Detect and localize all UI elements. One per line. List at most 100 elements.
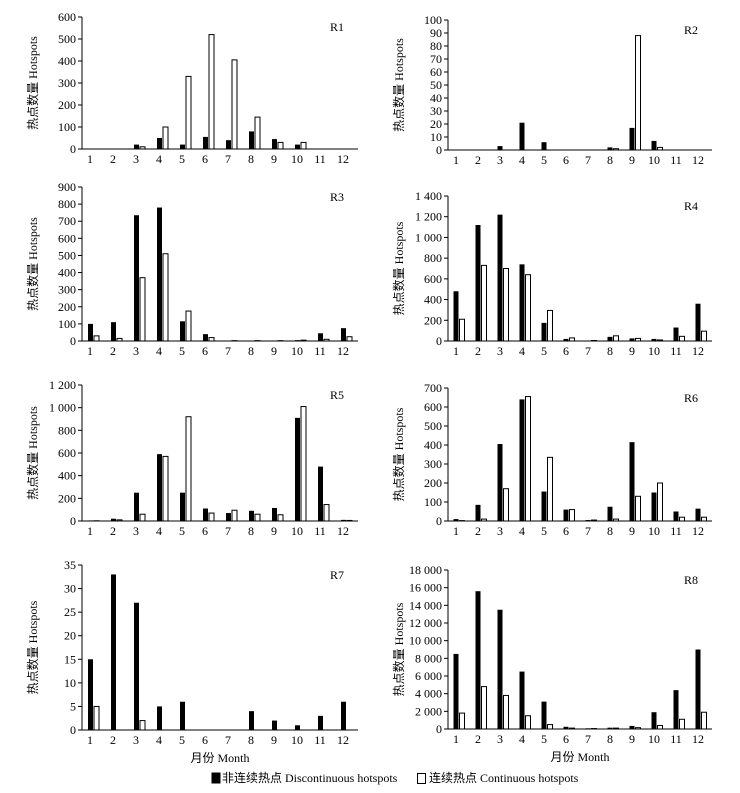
panel-r1-xtick-label: 12 [337, 152, 349, 166]
panel-r7-bar-continuous [93, 705, 100, 731]
panel-r6-ytick-label: 200 [424, 476, 442, 490]
panel-r8-xtick-label: 7 [585, 732, 591, 746]
panel-r6-bar-discontinuous [607, 506, 613, 521]
panel-r6-xtick-label: 7 [585, 524, 591, 538]
panel-r6-ytick-label: 600 [424, 400, 442, 414]
panel-r3-xtick-label: 8 [248, 344, 254, 358]
panel-r8-bar-discontinuous [519, 671, 525, 729]
panel-r2-ytick-label: 40 [430, 91, 442, 105]
panel-r6-xtick-label: 5 [541, 524, 547, 538]
panel-r1-bar-discontinuous [203, 136, 208, 149]
panel-r8-bar-discontinuous [695, 649, 701, 729]
panel-r8-ytick-label: 14 000 [409, 598, 442, 612]
panel-r8-xtick-label: 4 [519, 732, 525, 746]
panel-r1-bar-continuous [254, 116, 261, 150]
panel-r2-xtick-label: 4 [519, 153, 525, 167]
panel-r1-ytick-label: 0 [70, 142, 76, 156]
panel-r8: 0 2 000 4 000 6 000 8 000 10 000 12 000 14 000 1… [391, 563, 712, 764]
panel-r6-bar-continuous [701, 516, 707, 522]
panel-r7-xtick-label: 5 [179, 733, 185, 747]
panel-r5-xtick-label: 7 [225, 524, 231, 538]
panel-r8-ytick-label: 6 000 [415, 669, 442, 683]
panel-r3-xtick-label: 2 [110, 344, 116, 358]
panel-r8-bar-discontinuous [497, 609, 503, 729]
panel-r2-xtick-label: 10 [648, 153, 660, 167]
panel-r2-bar-discontinuous [629, 127, 635, 150]
panel-r2-title: R2 [684, 23, 698, 37]
panel-r1-xtick-label: 10 [291, 152, 303, 166]
panel-r4-bar-continuous [679, 335, 685, 342]
panel-r4-bar-discontinuous [563, 338, 569, 341]
panel-r1-ytick-label: 600 [58, 10, 76, 24]
panel-r6-xtick-label: 3 [497, 524, 503, 538]
panel-r7-bar-discontinuous [295, 725, 300, 730]
panel-r5-bar-continuous [139, 513, 146, 522]
panel-r5-bar-discontinuous [249, 510, 254, 521]
panel-r7-bar-discontinuous [88, 659, 93, 730]
panel-r8-ytick-label: 4 000 [415, 687, 442, 701]
panel-r8-ytick-label: 10 000 [409, 634, 442, 648]
panel-r4-bar-discontinuous [585, 340, 591, 341]
panel-r4-xtick-label: 1 [453, 344, 459, 358]
panel-r5-bar-discontinuous [157, 454, 162, 521]
panel-r2-ytick-label: 70 [430, 52, 442, 66]
panel-r6-bar-discontinuous [563, 509, 569, 521]
panel-r7-bar-discontinuous [249, 711, 254, 730]
panel-r4-bar-discontinuous [475, 225, 481, 341]
panel-r6-xtick-label: 8 [607, 524, 613, 538]
panel-r5-bar-continuous [185, 416, 192, 522]
panel-r5-xtick-label: 8 [248, 524, 254, 538]
panel-r2-ytick-label: 90 [430, 26, 442, 40]
panel-r7-xtick-label: 10 [291, 733, 303, 747]
panel-r6-ytick-label: 500 [424, 419, 442, 433]
panel-r2-bar-continuous [635, 35, 641, 151]
panel-r2-xtick-label: 9 [629, 153, 635, 167]
panel-r3-bar-discontinuous [134, 215, 139, 341]
panel-r7-xtick-label: 3 [133, 733, 139, 747]
panel-r1-xtick-label: 7 [225, 152, 231, 166]
panel-r4-xtick-label: 12 [692, 344, 704, 358]
panel-r5-bar-continuous [231, 509, 238, 522]
panel-r5-ytick-label: 400 [58, 469, 76, 483]
panel-r2-xtick-label: 2 [475, 153, 481, 167]
panel-r3-bar-discontinuous [157, 207, 162, 341]
panel-r4-bar-continuous [591, 339, 597, 342]
panel-r7-bar-discontinuous [180, 701, 185, 730]
panel-r6-ylabel: 热点数量 Hotspots [391, 407, 406, 501]
panel-r4-bar-discontinuous [651, 338, 657, 341]
panel-r3-bar-discontinuous [341, 328, 346, 341]
panel-r7-bar-discontinuous [157, 706, 162, 730]
panel-r3-bar-continuous [323, 338, 330, 342]
panel-r6-bar-discontinuous [453, 519, 459, 521]
panel-r6-bar-discontinuous [541, 491, 547, 521]
panel-r8-ytick-label: 12 000 [409, 616, 442, 630]
panel-r5-bar-continuous [254, 513, 261, 522]
panel-r1-title: R1 [330, 20, 344, 34]
panel-r3-bar-discontinuous [295, 340, 300, 341]
panel-r5-bar-discontinuous [134, 492, 139, 521]
panel-r2-ytick-label: 0 [436, 143, 442, 157]
panel-r2-ytick-label: 10 [430, 130, 442, 144]
panel-r1-xtick-label: 6 [202, 152, 208, 166]
panel-r3-xtick-label: 4 [156, 344, 162, 358]
panel-r8-bar-continuous [657, 724, 663, 730]
panel-r8-bar-discontinuous [629, 725, 635, 729]
panel-r8-bar-continuous [701, 711, 707, 730]
panel-r3-ylabel: 热点数量 Hotspots [25, 217, 40, 311]
panel-r3-xtick-label: 3 [133, 344, 139, 358]
panel-r5-bar-discontinuous [226, 513, 231, 521]
panel-r7-title: R7 [330, 568, 344, 582]
panel-r3-xtick-label: 9 [271, 344, 277, 358]
panel-r2-xtick-label: 8 [607, 153, 613, 167]
panel-r8-bar-discontinuous [453, 653, 459, 729]
panel-r6-bar-continuous [503, 488, 509, 522]
panel-r2-xtick-label: 1 [453, 153, 459, 167]
panel-r2-ytick-label: 30 [430, 104, 442, 118]
panel-r6-bar-continuous [613, 518, 619, 522]
panel-r7-ytick-label: 35 [64, 558, 76, 572]
panel-r5-xtick-label: 1 [87, 524, 93, 538]
